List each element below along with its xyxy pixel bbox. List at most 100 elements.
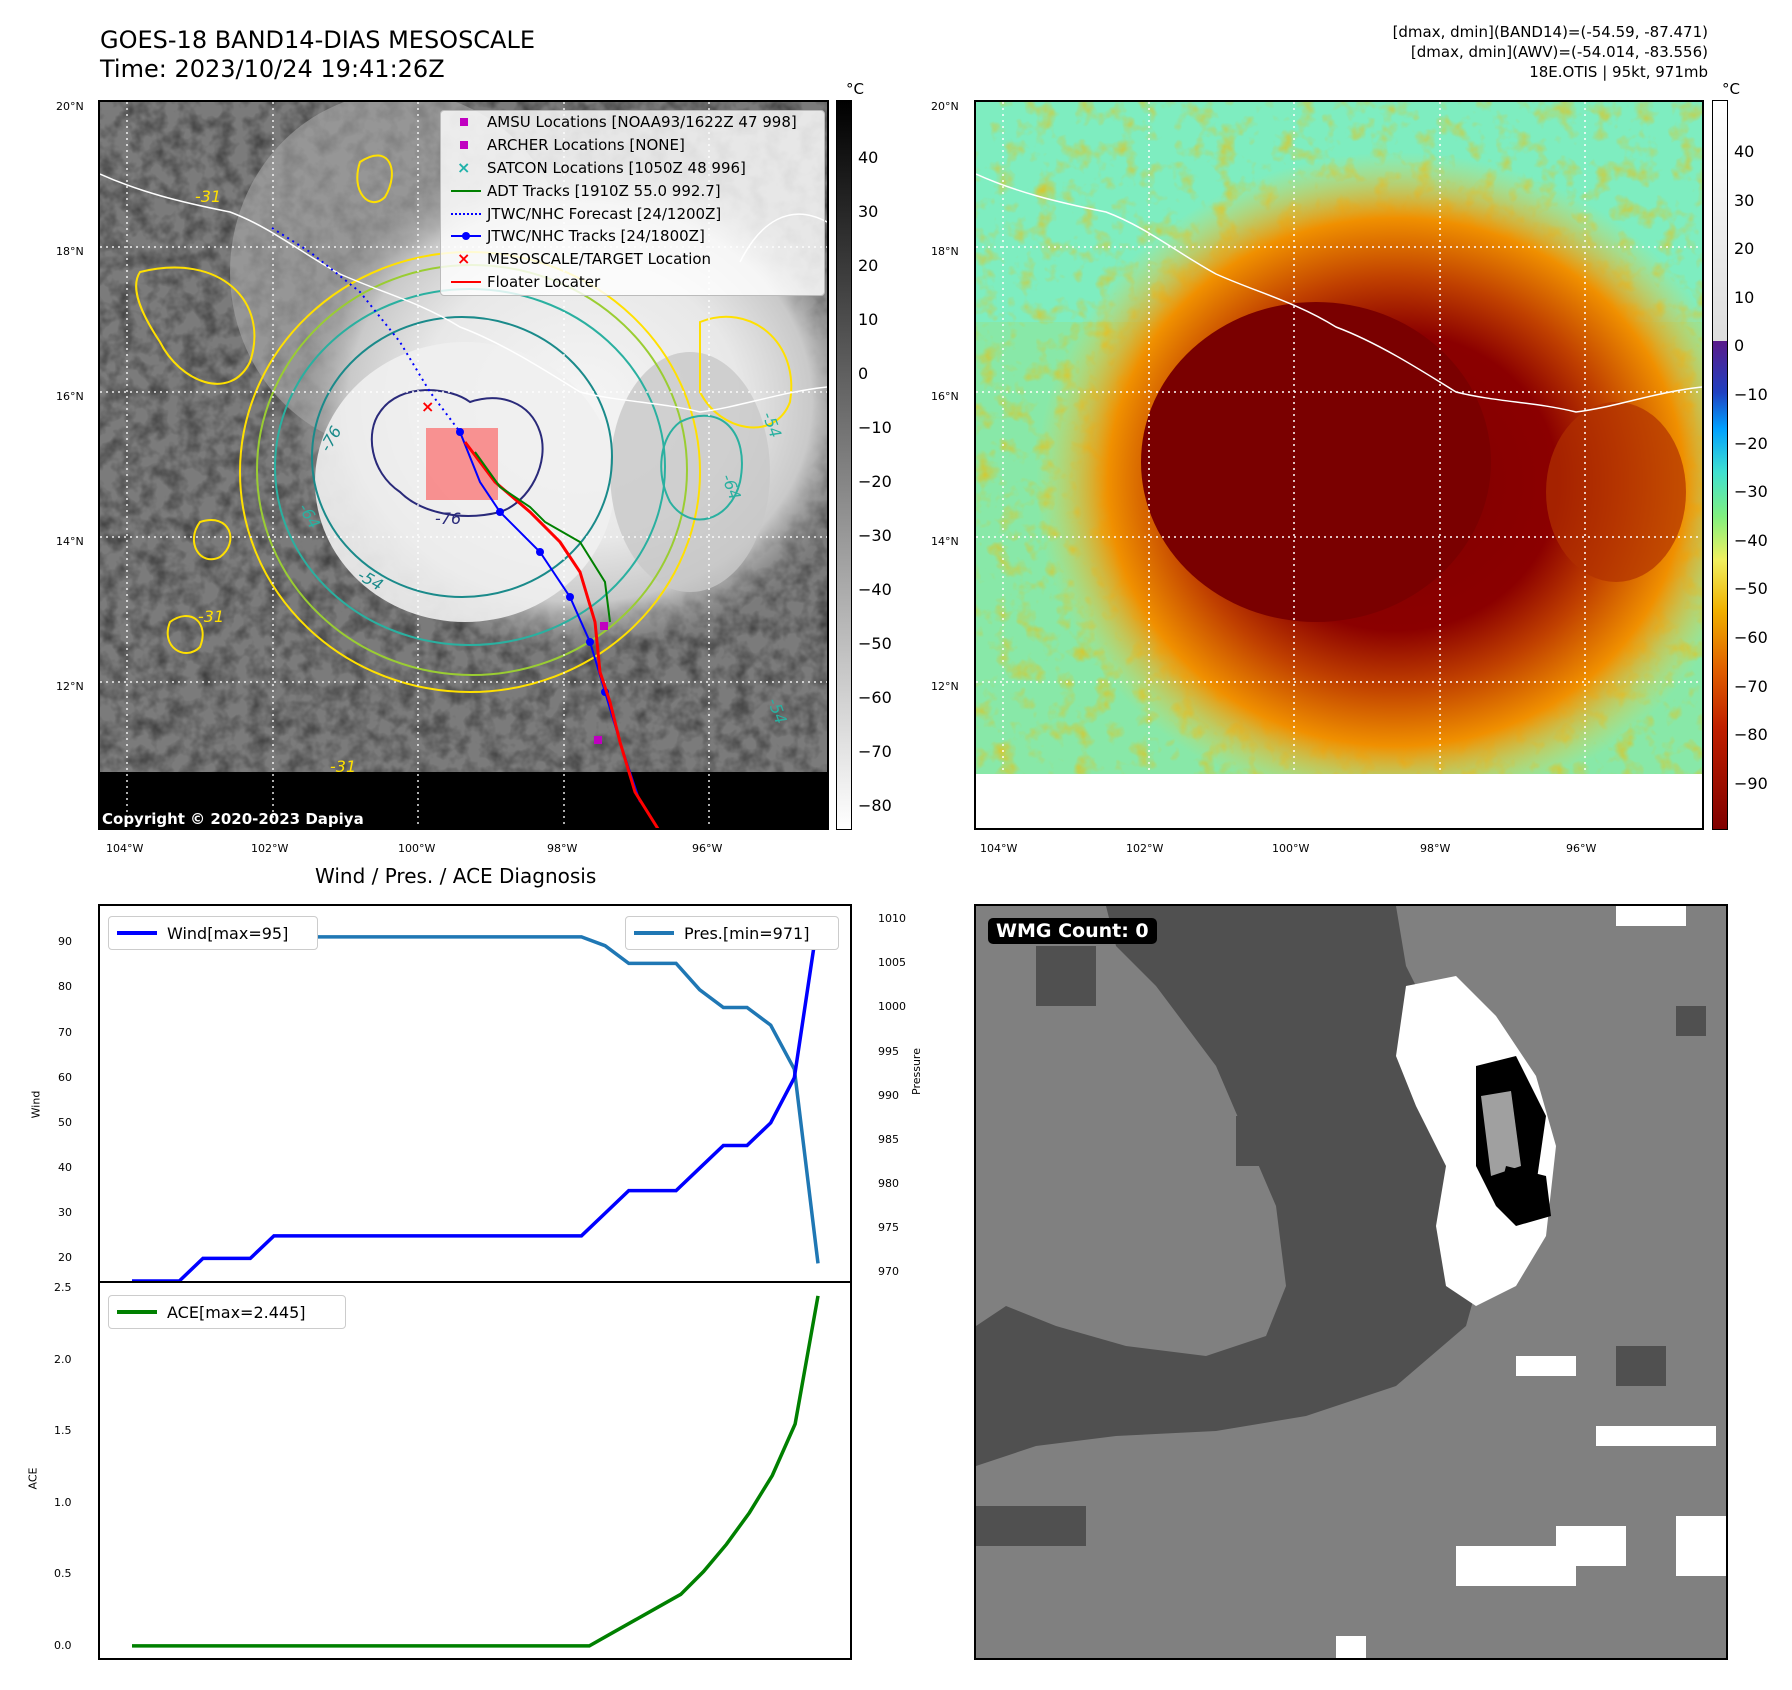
ir-lat-label: 18°N <box>56 245 84 258</box>
legend-entry: ARCHER Locations [NONE] <box>441 134 824 157</box>
wind-tick-label: 30 <box>58 1206 72 1220</box>
awv-lat-label: 14°N <box>931 535 959 548</box>
awv-lat-label: 12°N <box>931 680 959 693</box>
legend-label: AMSU Locations [NOAA93/1622Z 47 998] <box>487 113 797 132</box>
legend-entry: × SATCON Locations [1050Z 48 996] <box>441 157 824 180</box>
title-line-2: Time: 2023/10/24 19:41:26Z <box>100 55 445 83</box>
colorbar-tick: −90 <box>1734 773 1768 793</box>
colorbar-tick: −70 <box>1734 676 1768 696</box>
ace-axis-label: ACE <box>26 1467 40 1490</box>
wind-tick-label: 60 <box>58 1070 72 1084</box>
legend-symbol <box>441 134 487 156</box>
wind-pressure-svg <box>132 917 820 1281</box>
pressure-tick-label: 995 <box>878 1044 899 1058</box>
legend-entry: JTWC/NHC Forecast [24/1200Z] <box>441 202 824 225</box>
ir-lon-label: 100°W <box>398 842 436 855</box>
ace-legend-line <box>117 1310 157 1314</box>
ir-satellite-panel: × -31 -76 -64 -54 -64 -54 -31 -31 -76 -5… <box>98 100 829 830</box>
info-line-1: [dmax, dmin](BAND14)=(-54.59, -87.471) <box>1392 23 1708 41</box>
legend-entry: ADT Tracks [1910Z 55.0 992.7] <box>441 179 824 202</box>
ace-series-line <box>132 1295 820 1648</box>
wind-tick-label: 40 <box>58 1161 72 1175</box>
ace-tick-label: 0.5 <box>54 1567 72 1581</box>
ace-legend: ACE[max=2.445] <box>108 1295 346 1329</box>
ace-tick-label: 2.0 <box>54 1352 72 1366</box>
wind-legend: Wind[max=95] <box>108 916 318 950</box>
contour-label: -76 <box>435 509 461 528</box>
figure-title: GOES-18 BAND14-DIAS MESOSCALE Time: 2023… <box>100 26 535 84</box>
ace-tick-label: 0.0 <box>54 1638 72 1652</box>
colorbar-tick: −20 <box>1734 433 1768 453</box>
colorbar-tick: 0 <box>1734 336 1745 356</box>
awv-lon-label: 96°W <box>1566 842 1597 855</box>
pressure-tick-label: 970 <box>878 1265 899 1279</box>
ir-lat-label: 20°N <box>56 100 84 113</box>
legend-label: JTWC/NHC Tracks [24/1800Z] <box>487 227 705 246</box>
colorbar-tick: −50 <box>858 634 892 653</box>
legend-label: Floater Locater <box>487 272 601 291</box>
wind-pressure-plot: Wind[max=95] Pres.[min=971] <box>98 904 852 1282</box>
awv-panel <box>974 100 1704 830</box>
colorbar-tick: −40 <box>858 580 892 599</box>
wind-legend-label: Wind[max=95] <box>167 923 289 943</box>
legend-entry: Floater Locater <box>441 271 824 294</box>
legend-label: ARCHER Locations [NONE] <box>487 136 685 155</box>
colorbar-tick: 40 <box>1734 142 1755 161</box>
svg-text:×: × <box>421 397 434 416</box>
wmg-panel: WMG Count: 0 <box>974 904 1728 1660</box>
info-line-3: 18E.OTIS | 95kt, 971mb <box>1529 63 1708 81</box>
pressure-tick-label: 1005 <box>878 956 906 970</box>
legend-label: SATCON Locations [1050Z 48 996] <box>487 158 746 177</box>
ir-lat-label: 12°N <box>56 680 84 693</box>
legend-symbol <box>441 111 487 133</box>
colorbar-tick: −40 <box>1734 530 1768 550</box>
awv-image <box>976 102 1702 828</box>
awv-lon-label: 104°W <box>980 842 1018 855</box>
legend-symbol <box>441 203 487 225</box>
contour-label: -31 <box>195 187 221 206</box>
pressure-legend-label: Pres.[min=971] <box>684 923 810 943</box>
wmg-count-badge: WMG Count: 0 <box>988 918 1157 944</box>
colorbar-tick: −60 <box>1734 628 1768 647</box>
wind-series-line <box>132 919 820 1281</box>
colorbar-tick: 30 <box>1734 190 1755 210</box>
colorbar-tick: −30 <box>858 526 892 545</box>
ace-svg <box>132 1295 820 1648</box>
legend-symbol <box>441 225 487 247</box>
wind-legend-line <box>117 931 157 935</box>
contour-label: -31 <box>198 607 224 626</box>
pressure-tick-label: 980 <box>878 1176 899 1190</box>
ir-lon-label: 104°W <box>106 842 144 855</box>
legend-entry: JTWC/NHC Tracks [24/1800Z] <box>441 225 824 248</box>
colorbar-tick: 10 <box>858 310 879 329</box>
colorbar-tick: −80 <box>858 796 892 815</box>
copyright-text: Copyright © 2020-2023 Dapiya <box>102 810 364 828</box>
ir-lat-label: 14°N <box>56 535 84 548</box>
legend-symbol: × <box>457 157 471 177</box>
wind-tick-label: 20 <box>58 1251 72 1265</box>
ir-colorbar <box>836 100 852 830</box>
colorbar-tick: −70 <box>858 742 892 761</box>
ir-colorbar-unit: °C <box>846 80 864 98</box>
pressure-tick-label: 1010 <box>878 912 906 926</box>
ir-legend: AMSU Locations [NOAA93/1622Z 47 998] ARCH… <box>440 110 825 296</box>
legend-label: ADT Tracks [1910Z 55.0 992.7] <box>487 181 721 200</box>
colorbar-tick: −10 <box>858 418 892 437</box>
colorbar-tick: 40 <box>858 148 879 167</box>
awv-colorbar <box>1712 100 1728 830</box>
pressure-series-line <box>132 917 820 1264</box>
legend-symbol <box>441 271 487 293</box>
legend-entry: × MESOSCALE/TARGET Location <box>441 248 824 271</box>
pressure-axis-label: Pressure <box>910 1048 923 1095</box>
title-line-1: GOES-18 BAND14-DIAS MESOSCALE <box>100 26 536 54</box>
colorbar-tick: 0 <box>858 364 869 383</box>
legend-label: JTWC/NHC Forecast [24/1200Z] <box>487 204 722 223</box>
awv-lat-label: 16°N <box>931 390 959 403</box>
legend-entry: AMSU Locations [NOAA93/1622Z 47 998] <box>441 111 824 134</box>
colorbar-tick: 10 <box>1734 287 1755 307</box>
pressure-tick-label: 985 <box>878 1132 899 1146</box>
legend-symbol <box>441 180 487 202</box>
colorbar-tick: −80 <box>1734 725 1768 745</box>
storm-info: [dmax, dmin](BAND14)=(-54.59, -87.471) [… <box>1393 22 1708 82</box>
pressure-tick-label: 990 <box>878 1088 899 1102</box>
